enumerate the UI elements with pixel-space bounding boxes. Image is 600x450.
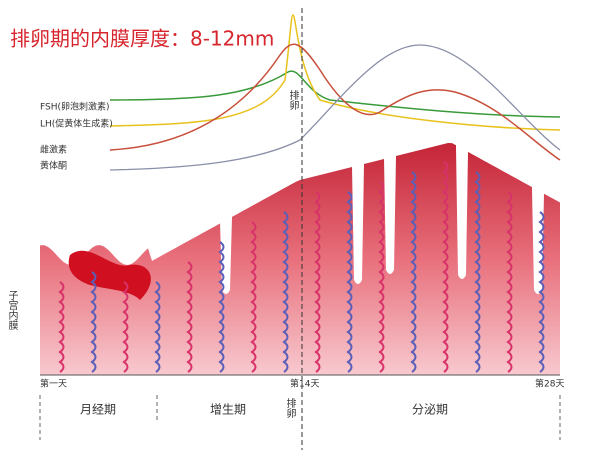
ovulation-label: 排卵 bbox=[287, 89, 299, 111]
curve-label: 雌激素 bbox=[40, 144, 67, 156]
title: 排卵期的内膜厚度：8-12mm bbox=[10, 27, 274, 51]
vessel bbox=[538, 211, 545, 373]
phase-label: 月经期 bbox=[80, 403, 116, 417]
curve-label: 黄体酮 bbox=[40, 160, 67, 172]
progesterone-curve bbox=[109, 44, 561, 171]
vessel bbox=[186, 261, 193, 373]
phase-label: 增生期 bbox=[210, 403, 246, 417]
vessel bbox=[378, 181, 385, 373]
day-label: 第一天 bbox=[40, 378, 67, 390]
vessel bbox=[410, 171, 417, 373]
vessel bbox=[474, 171, 481, 373]
vessel bbox=[442, 161, 449, 373]
menstrual-blood bbox=[68, 250, 151, 300]
day-label: 第14天 bbox=[290, 378, 319, 390]
ovulation-label: 排卵 bbox=[284, 397, 296, 419]
vessel bbox=[282, 211, 289, 373]
layer-label: 子宫内膜 bbox=[6, 290, 18, 331]
vessel bbox=[218, 241, 225, 373]
fsh-curve bbox=[109, 70, 561, 118]
day-label: 第28天 bbox=[535, 378, 564, 390]
curve-label: FSH(卵泡刺激素) bbox=[40, 101, 110, 113]
vessel bbox=[58, 281, 65, 373]
vessel bbox=[314, 191, 321, 373]
lh-curve bbox=[109, 14, 561, 131]
vessel bbox=[122, 281, 129, 373]
vessel bbox=[506, 191, 513, 373]
vessel bbox=[90, 271, 97, 373]
vessel bbox=[154, 281, 161, 373]
curve-label: LH(促黄体生成素) bbox=[40, 118, 113, 130]
phase-label: 分泌期 bbox=[412, 403, 448, 417]
endometrium-tissue bbox=[40, 143, 560, 375]
vessel bbox=[346, 191, 353, 373]
estrogen-curve bbox=[109, 43, 561, 161]
vessel bbox=[250, 221, 257, 373]
phase-dividers bbox=[39, 395, 561, 440]
endometrium bbox=[40, 143, 560, 375]
